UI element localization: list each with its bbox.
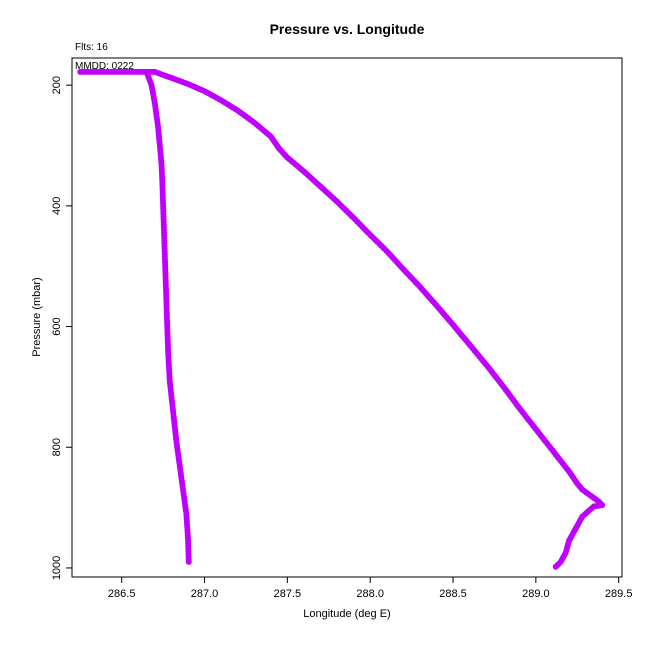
x-tick-label: 289.5	[605, 588, 633, 600]
y-tick-label: 800	[51, 438, 63, 456]
x-tick-label: 288.0	[356, 588, 384, 600]
flights-annotation: Flts: 16	[75, 42, 108, 53]
plot-frame	[71, 57, 623, 578]
y-axis: 200 400 600 800 1000	[51, 76, 72, 580]
y-tick-label: 1000	[51, 556, 63, 580]
y-tick-label: 200	[51, 76, 63, 94]
y-tick-label: 400	[51, 197, 63, 215]
x-tick-label: 286.5	[108, 588, 136, 600]
x-axis-label: Longitude (deg E)	[303, 608, 390, 620]
date-annotation: MMDD: 0222	[75, 61, 134, 72]
data-point	[185, 558, 192, 565]
x-tick-label: 287.0	[191, 588, 219, 600]
x-tick-label: 287.5	[274, 588, 302, 600]
x-axis: 286.5 287.0 287.5 288.0 288.5 289.0 289.5	[108, 577, 633, 600]
x-tick-label: 289.0	[522, 588, 550, 600]
y-axis-label: Pressure (mbar)	[31, 277, 43, 356]
data-point	[552, 563, 559, 570]
data-points	[77, 68, 606, 570]
y-tick-label: 600	[51, 317, 63, 335]
x-tick-label: 288.5	[439, 588, 467, 600]
chart-title: Pressure vs. Longitude	[270, 21, 425, 37]
